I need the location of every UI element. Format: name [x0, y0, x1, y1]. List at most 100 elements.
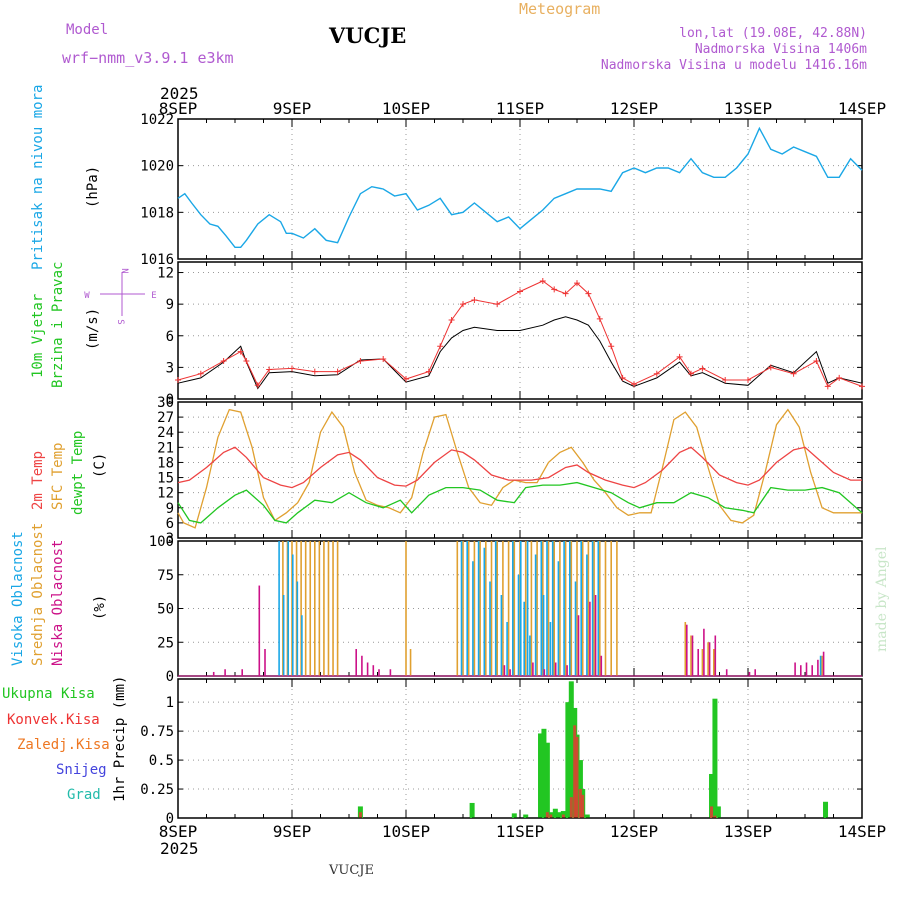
pressure-ytick-label: 1020 — [140, 159, 174, 175]
wind-gust-marker — [539, 277, 546, 284]
cloud-title-low: Niska Oblacnost — [50, 540, 66, 666]
total-precip-bar — [577, 760, 583, 818]
cloud-panel: 0 25 50 75 100 — [149, 534, 863, 685]
precip-ylabel: 1hr Precip (mm) — [112, 676, 128, 802]
total-precip-bar — [823, 801, 829, 818]
wind-gust-marker — [254, 382, 261, 389]
temperature-ytick-label: 30 — [157, 395, 174, 411]
wind-frame — [177, 261, 863, 400]
wind-compass: N S W E — [84, 268, 156, 324]
compass-east: E — [151, 291, 156, 301]
compass-north: N — [119, 268, 129, 273]
temp-ylabel: 2m Temp SFC Temp dewpt Temp (C) — [30, 431, 108, 515]
cloud-title-mid: Srednja Oblacnost — [30, 523, 46, 666]
conv-precip-bar — [569, 797, 573, 818]
wind-gust-marker — [380, 355, 387, 362]
legend-snow: Snijeg — [56, 762, 107, 778]
temp-title-2m: 2m Temp — [30, 451, 46, 510]
model-label: Model — [66, 22, 108, 38]
wind-ytick-label: 0 — [166, 392, 174, 408]
pressure-ytick-label: 1018 — [140, 205, 174, 221]
day-label-top: 12SEP — [610, 99, 658, 118]
precip-ytick-label: 0.5 — [149, 753, 174, 769]
watermark: made by Angel — [874, 546, 890, 652]
day-label-bottom: 9SEP — [273, 822, 312, 841]
day-label-bottom: 14SEP — [838, 822, 886, 841]
dewpt-line — [177, 481, 863, 524]
conv-precip-bar — [573, 725, 577, 818]
wind-gust-marker — [237, 348, 244, 355]
wind-gust-marker — [471, 296, 478, 303]
wind-gust-marker — [289, 365, 295, 372]
wind-ytick-label: 9 — [166, 297, 174, 313]
day-label-top: 9SEP — [273, 99, 312, 118]
total-precip-bar — [538, 733, 544, 818]
temperature-ytick-label: 9 — [166, 501, 174, 517]
temperature-ytick-label: 27 — [157, 410, 174, 426]
cloud-ylabel: Visoka Oblacnost Srednja Oblacnost Niska… — [10, 523, 108, 666]
wind-title-2: Brzina i Pravac — [50, 262, 66, 388]
wind-gust-marker — [403, 375, 409, 382]
total-precip-bar — [469, 802, 475, 818]
wind-gust-marker — [836, 374, 843, 381]
wind-gust-marker — [631, 381, 637, 388]
wind-gust-marker — [619, 374, 626, 381]
temperature-ytick-label: 6 — [166, 516, 174, 532]
wind-gust-marker — [813, 358, 820, 365]
cloud-title-high: Visoka Oblacnost — [10, 531, 26, 666]
wind-gust-line — [177, 280, 863, 388]
day-label-top: 13SEP — [724, 99, 772, 118]
total-precip-bar — [544, 742, 550, 818]
wind-gust-marker — [448, 316, 455, 323]
temp-title-dewpt: dewpt Temp — [70, 431, 86, 515]
conv-precip-bar — [561, 814, 565, 818]
wind-ytick-label: 12 — [157, 266, 174, 282]
coords-text: lon,lat (19.08E, 42.88N) — [679, 26, 867, 41]
precip-ytick-label: 0.75 — [140, 724, 174, 740]
wind-ytick-label: 3 — [166, 360, 174, 376]
day-label-top: 11SEP — [496, 99, 544, 118]
legend-total-rain: Ukupna Kisa — [2, 686, 95, 702]
conv-precip-bar — [545, 812, 549, 818]
wind-ytick-label: 6 — [166, 329, 174, 345]
wind-gust-marker — [596, 315, 603, 322]
wind-gust-marker — [357, 358, 364, 365]
elevation-text: Nadmorska Visina 1406m — [695, 42, 867, 57]
temperature-ytick-label: 3 — [166, 531, 174, 547]
precip-ytick-label: 0 — [166, 811, 174, 827]
temperature-ytick-label: 15 — [157, 471, 174, 487]
wind-gust-marker — [688, 370, 694, 377]
temp-unit: (C) — [92, 453, 108, 478]
temperature-ytick-label: 12 — [157, 486, 174, 502]
pressure-frame — [177, 118, 863, 260]
wind-gust-marker — [574, 280, 580, 287]
pressure-ytick-label: 1016 — [140, 252, 174, 268]
wind-gust-marker — [653, 370, 660, 377]
wind-gust-marker — [460, 301, 466, 308]
total-precip-bar — [709, 773, 715, 818]
wind-gust-marker — [562, 290, 569, 297]
day-label-top: 10SEP — [382, 99, 430, 118]
wind-gust-marker — [745, 377, 751, 384]
cloud-ytick-label: 50 — [157, 602, 174, 618]
wind-gust-marker — [551, 286, 558, 293]
wind-gust-marker — [334, 368, 341, 375]
total-precip-bar — [584, 814, 590, 818]
cloud-unit: (%) — [92, 595, 108, 620]
wind-gust-marker — [437, 343, 444, 350]
wind-gust-marker — [197, 370, 204, 377]
wind-gust-marker — [722, 377, 729, 384]
wind-gust-marker — [266, 366, 273, 373]
year-top: 2025 — [160, 84, 199, 103]
model-name: wrf−nmm_v3.9.1 e3km — [62, 49, 234, 67]
wind-gust-marker — [824, 383, 831, 390]
wind-gust-marker — [175, 377, 181, 384]
legend-conv-rain: Konvek.Kisa — [7, 712, 100, 728]
wind-gust-marker — [585, 290, 592, 297]
wind-gust-marker — [767, 364, 774, 371]
conv-precip-bar — [578, 789, 582, 818]
pressure-ytick-label: 1022 — [140, 112, 174, 128]
total-precip-bar — [523, 814, 529, 818]
wind-gust-marker — [790, 370, 797, 377]
